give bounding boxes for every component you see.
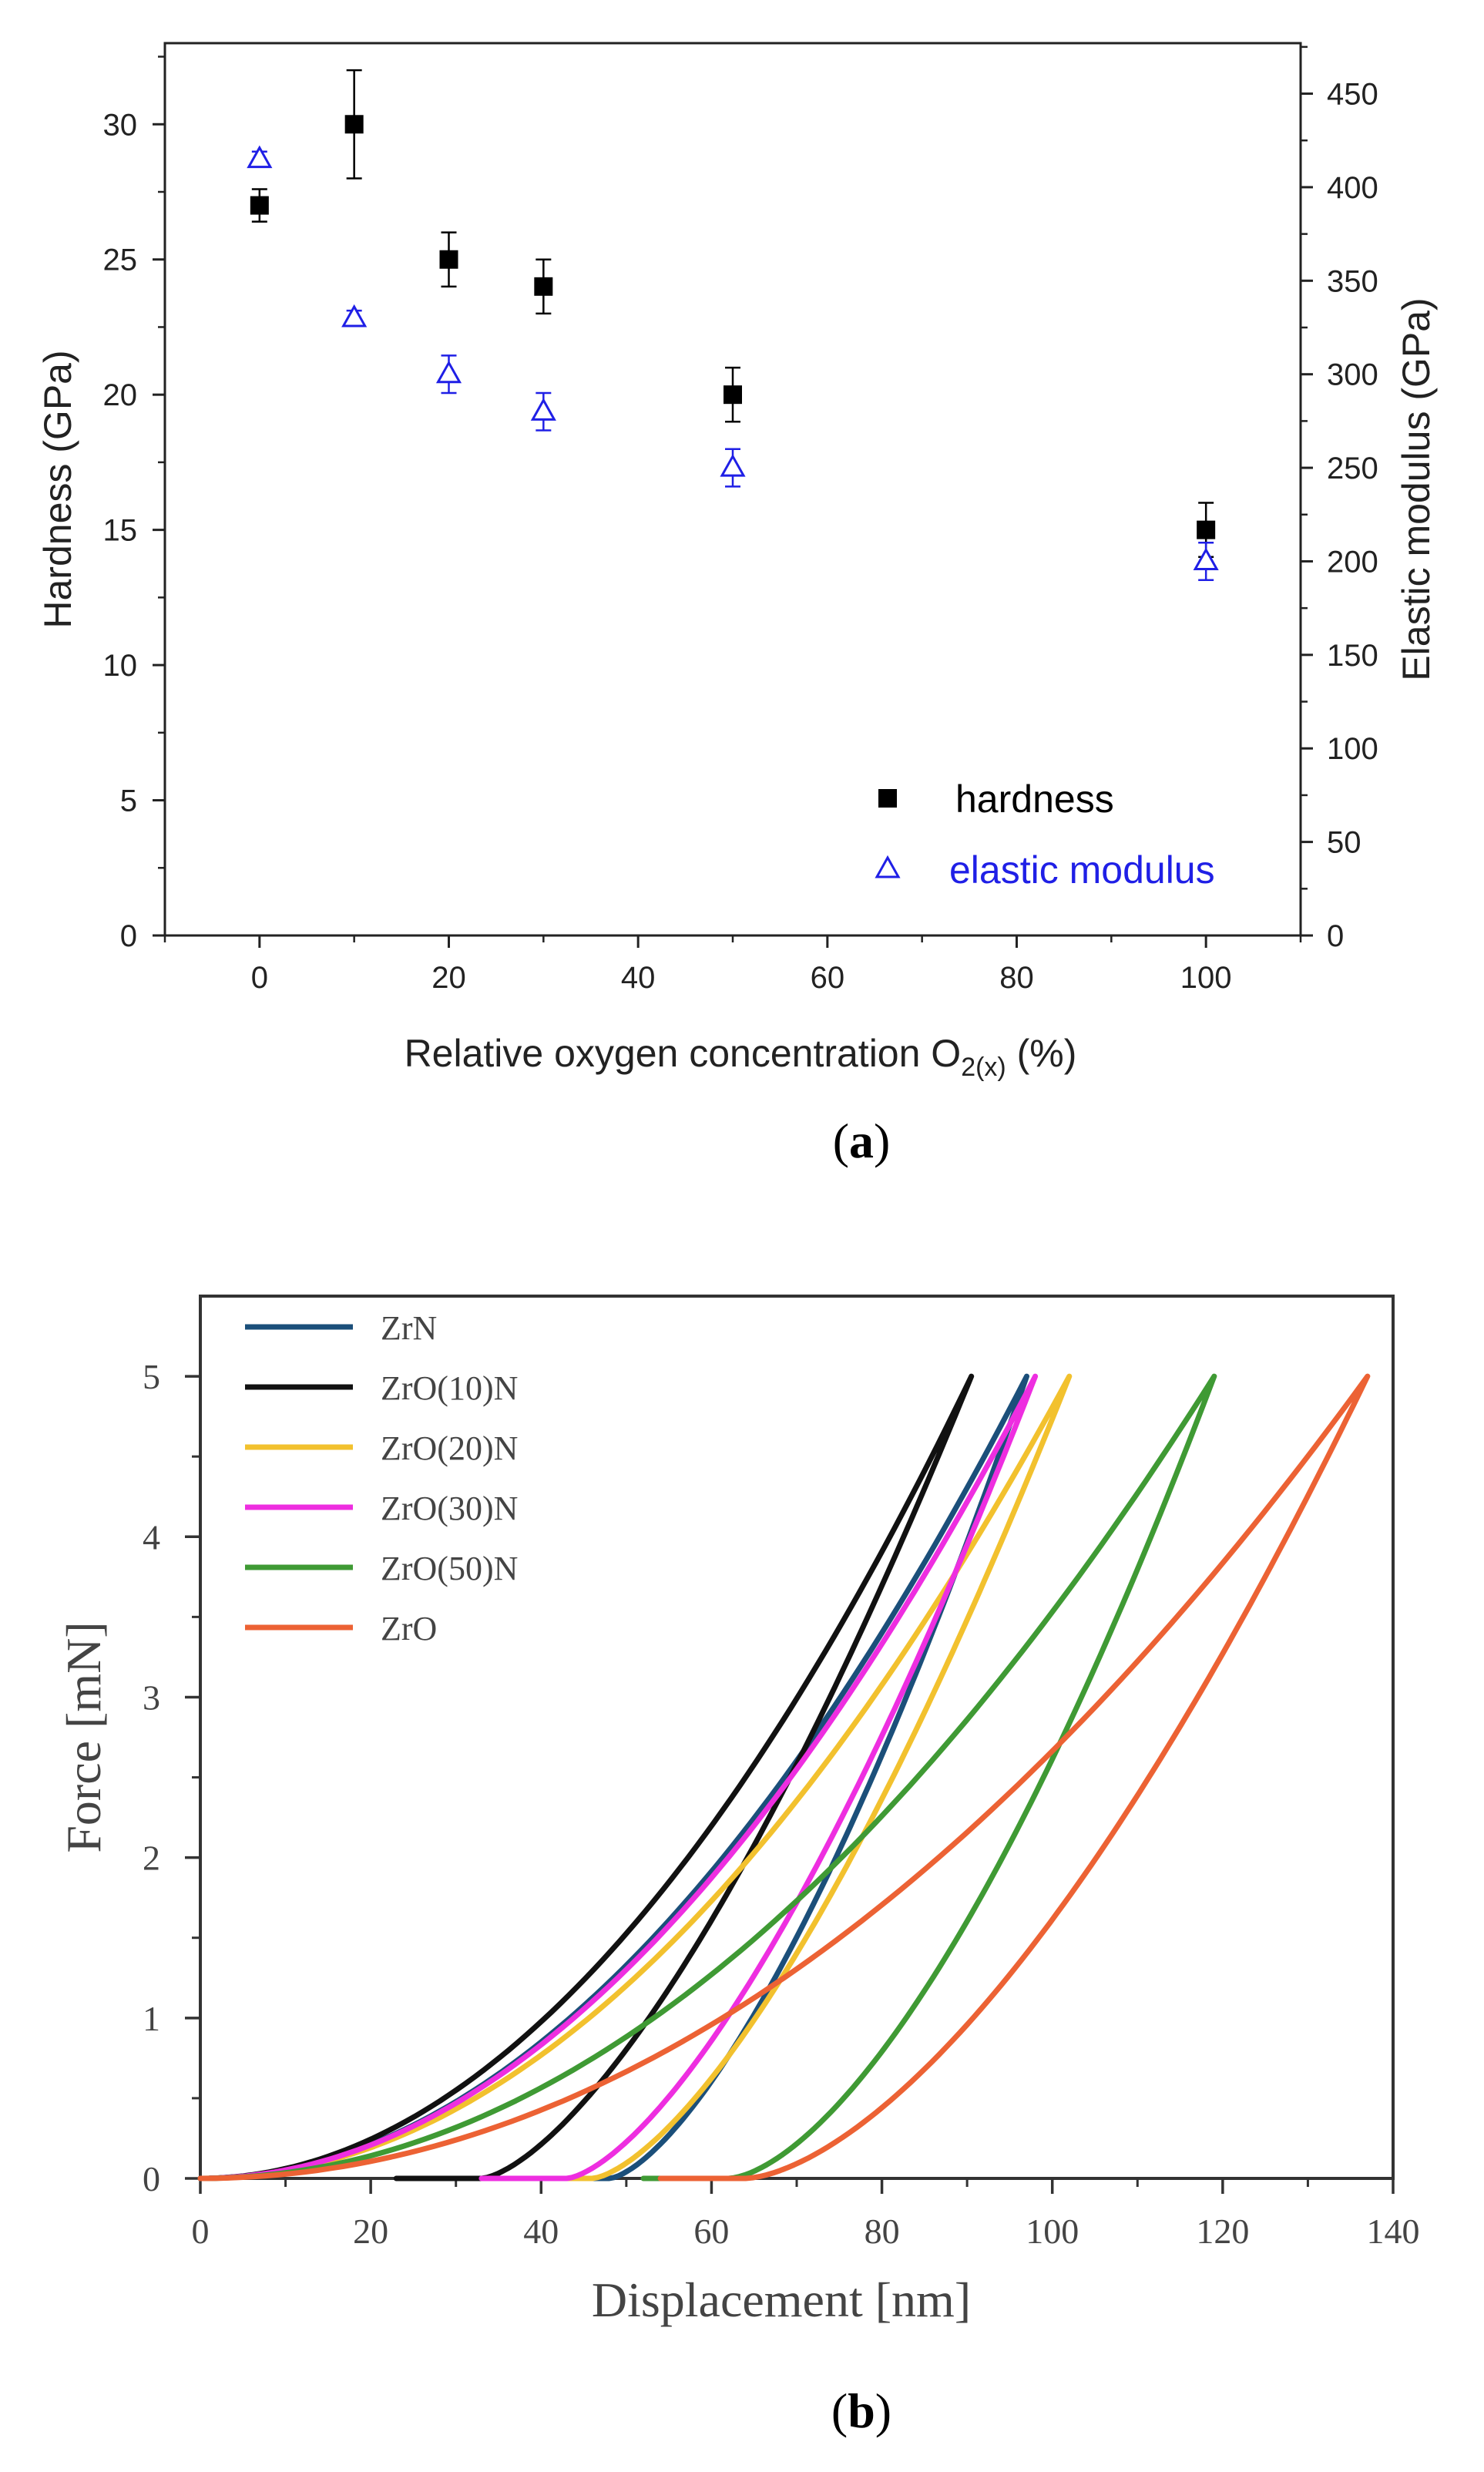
x-tick-label-b: 100 <box>1026 2212 1079 2251</box>
y-axis-title-b: Force [mN] <box>56 1621 111 1852</box>
x-tick-label-b: 120 <box>1196 2212 1249 2251</box>
y-tick-label-a: 15 <box>103 514 138 548</box>
y2-tick-label-a: 0 <box>1327 919 1344 953</box>
y-tick-label-b: 0 <box>143 2159 160 2198</box>
elastic-modulus-marker <box>1193 547 1219 571</box>
elastic-modulus-point <box>720 448 746 488</box>
elastic-modulus-marker <box>247 145 273 169</box>
y-tick-label-b: 5 <box>143 1357 160 1396</box>
x-tick-label-b: 20 <box>353 2212 388 2251</box>
x-tick-label-a: 40 <box>621 961 656 995</box>
y2-tick-label-a: 50 <box>1327 826 1361 860</box>
elastic-modulus-marker <box>530 398 556 421</box>
curve-zro-30-n <box>197 1373 1039 2181</box>
x-axis-a: 0 20 40 60 80 100 <box>163 935 1302 995</box>
y-tick-label-a: 10 <box>103 649 138 683</box>
y2-tick-label-a: 400 <box>1327 171 1378 205</box>
hardness-point <box>534 258 553 315</box>
legend-label-zro-20-n: ZrO(20)N <box>381 1429 518 1467</box>
hardness-marker <box>724 385 742 405</box>
hardness-point <box>1197 502 1216 558</box>
y2-tick-label-a: 350 <box>1327 264 1378 298</box>
y-axis-right-a: 0 50 100 150 200 250 300 350 400 450 <box>1301 45 1378 953</box>
y-tick-label-b: 1 <box>143 1999 160 2038</box>
panel-label-b: (b) <box>831 2383 891 2438</box>
legend-swatch-hardness <box>878 789 897 808</box>
legend-label-zro-50-n: ZrO(50)N <box>381 1550 518 1587</box>
x-axis-title-a: Relative oxygen concentration O2(x) (%) <box>405 1032 1077 1082</box>
plot-marks-a <box>247 69 1219 581</box>
hardness-marker <box>1197 520 1216 539</box>
y-axis-left-a: 0 5 10 15 20 25 30 <box>103 55 165 953</box>
y2-tick-label-a: 100 <box>1327 732 1378 766</box>
x-tick-label-b: 60 <box>693 2212 729 2251</box>
y2-tick-label-a: 300 <box>1327 358 1378 392</box>
chart-force-displacement: 0 20 40 60 80 100 120 140 0 1 2 3 4 5 ZrN ZrO(10)N ZrO… <box>56 1295 1420 2438</box>
elastic-modulus-point <box>247 145 273 169</box>
y-tick-label-b: 4 <box>143 1517 160 1557</box>
legend-label-zrn: ZrN <box>381 1309 437 1347</box>
x-axis-title-b: Displacement [nm] <box>592 2272 971 2327</box>
curve-zro-20-n <box>197 1373 1073 2181</box>
legend-label-zro: ZrO <box>381 1610 437 1647</box>
panel-label-a: (a) <box>833 1113 891 1168</box>
hardness-marker <box>344 115 364 134</box>
hardness-marker <box>534 277 553 296</box>
x-tick-label-a: 20 <box>431 961 466 995</box>
x-axis-title-unit: (%) <box>1006 1032 1077 1075</box>
y-axis-title-right: Elastic modulus (GPa) <box>1395 297 1438 680</box>
elastic-modulus-marker <box>341 304 368 327</box>
elastic-modulus-point <box>341 304 368 327</box>
hardness-point <box>344 69 364 180</box>
legend-swatch-elastic-modulus <box>875 855 901 878</box>
x-tick-label-a: 60 <box>811 961 845 995</box>
y2-tick-label-a: 150 <box>1327 639 1378 673</box>
y2-tick-label-a: 450 <box>1327 78 1378 112</box>
legend-label-zro-10-n: ZrO(10)N <box>381 1369 518 1407</box>
x-tick-label-a: 80 <box>999 961 1034 995</box>
x-axis-title-main: Relative oxygen concentration O <box>405 1032 962 1075</box>
curve-zro-50-n <box>197 1373 1217 2181</box>
curve-zro <box>197 1373 1371 2181</box>
x-tick-label-b: 0 <box>192 2212 210 2251</box>
hardness-point <box>250 188 269 223</box>
y-tick-label-b: 3 <box>143 1678 160 1717</box>
legend-label-elastic-modulus: elastic modulus <box>949 848 1215 892</box>
elastic-modulus-marker <box>720 454 746 477</box>
y-tick-label-a: 25 <box>103 244 138 277</box>
y-tick-label-a: 30 <box>103 108 138 142</box>
x-tick-label-b: 40 <box>523 2212 559 2251</box>
x-tick-label-b: 80 <box>865 2212 900 2251</box>
elastic-modulus-marker <box>435 360 462 384</box>
legend-b: ZrN ZrO(10)N ZrO(20)N ZrO(30)N ZrO(50)N ZrO <box>245 1309 518 1647</box>
x-tick-label-a: 100 <box>1180 961 1232 995</box>
panel-letter-a: a <box>849 1113 874 1168</box>
x-axis-b: 0 20 40 60 80 100 120 140 <box>192 2178 1420 2251</box>
plot-curves-b <box>197 1373 1371 2181</box>
y-axis-title-left: Hardness (GPa) <box>36 350 79 628</box>
hardness-point <box>439 231 458 288</box>
legend-label-hardness: hardness <box>955 778 1114 821</box>
x-axis-title-subscript: 2(x) <box>961 1053 1006 1082</box>
hardness-marker <box>439 250 458 269</box>
x-tick-label-a: 0 <box>251 961 268 995</box>
y-tick-label-a: 20 <box>103 378 138 412</box>
y-tick-label-b: 2 <box>143 1839 160 1878</box>
y2-tick-label-a: 200 <box>1327 545 1378 579</box>
chart-hardness-modulus: 0 20 40 60 80 100 0 5 10 15 20 25 30 0 50 100 150 200 25… <box>36 42 1438 1168</box>
y-tick-label-a: 5 <box>120 784 137 818</box>
elastic-modulus-point <box>530 391 556 432</box>
hardness-point <box>724 366 742 423</box>
y2-tick-label-a: 250 <box>1327 452 1378 485</box>
y-axis-b: 0 1 2 3 4 5 <box>143 1357 200 2198</box>
elastic-modulus-point <box>435 354 462 395</box>
panel-letter-b: b <box>848 2383 875 2438</box>
y-tick-label-a: 0 <box>120 919 137 953</box>
x-tick-label-b: 140 <box>1367 2212 1420 2251</box>
legend-label-zro-30-n: ZrO(30)N <box>381 1490 518 1527</box>
hardness-marker <box>250 196 269 215</box>
legend-a: hardness elastic modulus <box>875 778 1215 892</box>
elastic-modulus-point <box>1193 541 1219 581</box>
